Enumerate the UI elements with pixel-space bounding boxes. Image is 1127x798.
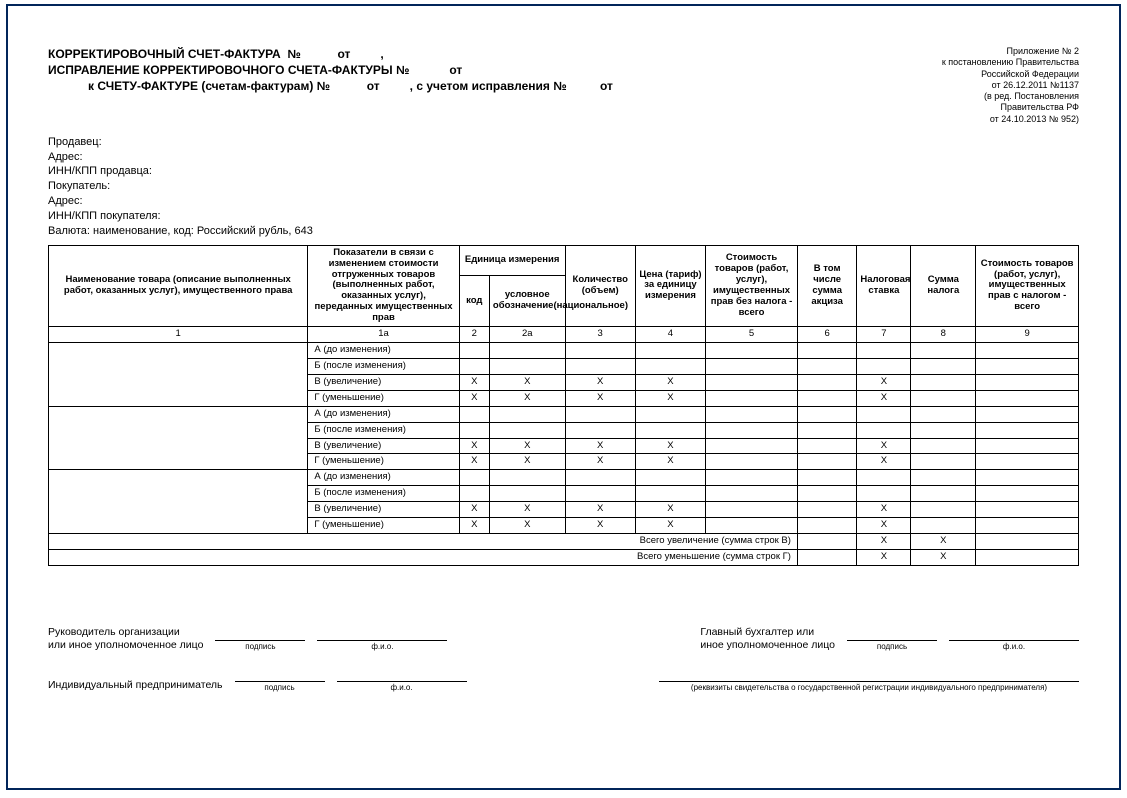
coln-9: 9	[976, 327, 1079, 343]
appendix-l3: Российской Федерации	[942, 69, 1079, 80]
field-buyer: Покупатель:	[48, 179, 1079, 194]
coln-7: 7	[857, 327, 911, 343]
title-line-1: КОРРЕКТИРОВОЧНЫЙ СЧЕТ-ФАКТУРА № от ,	[48, 46, 613, 62]
th-qty: Количество (объем)	[565, 245, 635, 326]
field-currency: Валюта: наименование, код: Российский ру…	[48, 224, 1079, 239]
sig-acc-sign: подпись	[847, 640, 937, 651]
field-inn-buyer: ИНН/КПП покупателя:	[48, 209, 1079, 224]
signatures: Руководитель организации или иное уполно…	[48, 626, 1079, 692]
sig-ip: Индивидуальный предприниматель подпись ф…	[48, 679, 467, 692]
field-inn-seller: ИНН/КПП продавца:	[48, 164, 1079, 179]
table-row: А (до изменения)	[49, 406, 1079, 422]
title-line-2: ИСПРАВЛЕНИЕ КОРРЕКТИРОВОЧНОГО СЧЕТА-ФАКТ…	[48, 62, 613, 78]
appendix-l7: от 24.10.2013 № 952)	[942, 114, 1079, 125]
sig-ip-sign: подпись	[235, 681, 325, 692]
appendix-l6: Правительства РФ	[942, 102, 1079, 113]
coln-1a: 1а	[308, 327, 459, 343]
main-table: Наименование товара (описание выполненны…	[48, 245, 1079, 566]
sig-head: Руководитель организации или иное уполно…	[48, 626, 447, 651]
sig-head-sign: подпись	[215, 640, 305, 651]
th-rate: Налоговая ставка	[857, 245, 911, 326]
table-row: А (до изменения)	[49, 470, 1079, 486]
field-address-1: Адрес:	[48, 150, 1079, 165]
th-indicators: Показатели в связи с изменением стоимост…	[308, 245, 459, 326]
sig-ip-note-block: (реквизиты свидетельства о государственн…	[659, 679, 1079, 692]
coln-2a: 2а	[489, 327, 565, 343]
coln-4: 4	[635, 327, 705, 343]
th-unit-sym: условное обозначение(национальное)	[489, 275, 565, 326]
th-name: Наименование товара (описание выполненны…	[49, 245, 308, 326]
sig-head-fio: ф.и.о.	[317, 640, 447, 651]
field-seller: Продавец:	[48, 135, 1079, 150]
title-line-3: к СЧЕТУ-ФАКТУРЕ (счетам-фактурам) № от ,…	[48, 78, 613, 94]
content: КОРРЕКТИРОВОЧНЫЙ СЧЕТ-ФАКТУРА № от , ИСП…	[8, 6, 1119, 740]
fields-block: Продавец: Адрес: ИНН/КПП продавца: Покуп…	[48, 135, 1079, 239]
field-address-2: Адрес:	[48, 194, 1079, 209]
page-frame: КОРРЕКТИРОВОЧНЫЙ СЧЕТ-ФАКТУРА № от , ИСП…	[6, 4, 1121, 790]
th-excise: В том числе сумма акциза	[797, 245, 856, 326]
table-body: А (до изменения)Б (после изменения)В (ув…	[49, 343, 1079, 566]
appendix-l5: (в ред. Постановления	[942, 91, 1079, 102]
sig-head-label: Руководитель организации или иное уполно…	[48, 626, 203, 651]
table-row-total: Всего уменьшение (сумма строк Г)ХХ	[49, 550, 1079, 566]
coln-6: 6	[797, 327, 856, 343]
th-cost-tax: Стоимость товаров (работ, услуг), имущес…	[976, 245, 1079, 326]
title-block: КОРРЕКТИРОВОЧНЫЙ СЧЕТ-ФАКТУРА № от , ИСП…	[48, 46, 613, 95]
sig-acc-fio: ф.и.о.	[949, 640, 1079, 651]
sig-ip-note: (реквизиты свидетельства о государственн…	[659, 681, 1079, 692]
th-unit-code: код	[459, 275, 489, 326]
sig-ip-label: Индивидуальный предприниматель	[48, 679, 223, 692]
appendix-l2: к постановлению Правительства	[942, 57, 1079, 68]
appendix-l4: от 26.12.2011 №1137	[942, 80, 1079, 91]
sig-ip-fio: ф.и.о.	[337, 681, 467, 692]
appendix-l1: Приложение № 2	[942, 46, 1079, 57]
sig-accountant: Главный бухгалтер или иное уполномоченно…	[700, 626, 1079, 651]
cell-name	[49, 343, 308, 407]
coln-8: 8	[911, 327, 976, 343]
coln-3: 3	[565, 327, 635, 343]
coln-1: 1	[49, 327, 308, 343]
th-cost-no-tax: Стоимость товаров (работ, услуг), имущес…	[706, 245, 798, 326]
table-row-total: Всего увеличение (сумма строк В)ХХ	[49, 534, 1079, 550]
table-head: Наименование товара (описание выполненны…	[49, 245, 1079, 342]
cell-name	[49, 470, 308, 534]
cell-name	[49, 406, 308, 470]
coln-2: 2	[459, 327, 489, 343]
header-row: КОРРЕКТИРОВОЧНЫЙ СЧЕТ-ФАКТУРА № от , ИСП…	[48, 46, 1079, 125]
th-unit: Единица измерения	[459, 245, 565, 275]
appendix-block: Приложение № 2 к постановлению Правитель…	[942, 46, 1079, 125]
table-row: А (до изменения)	[49, 343, 1079, 359]
sig-acc-label: Главный бухгалтер или иное уполномоченно…	[700, 626, 835, 651]
th-tax: Сумма налога	[911, 245, 976, 326]
coln-5: 5	[706, 327, 798, 343]
th-price: Цена (тариф) за единицу измерения	[635, 245, 705, 326]
